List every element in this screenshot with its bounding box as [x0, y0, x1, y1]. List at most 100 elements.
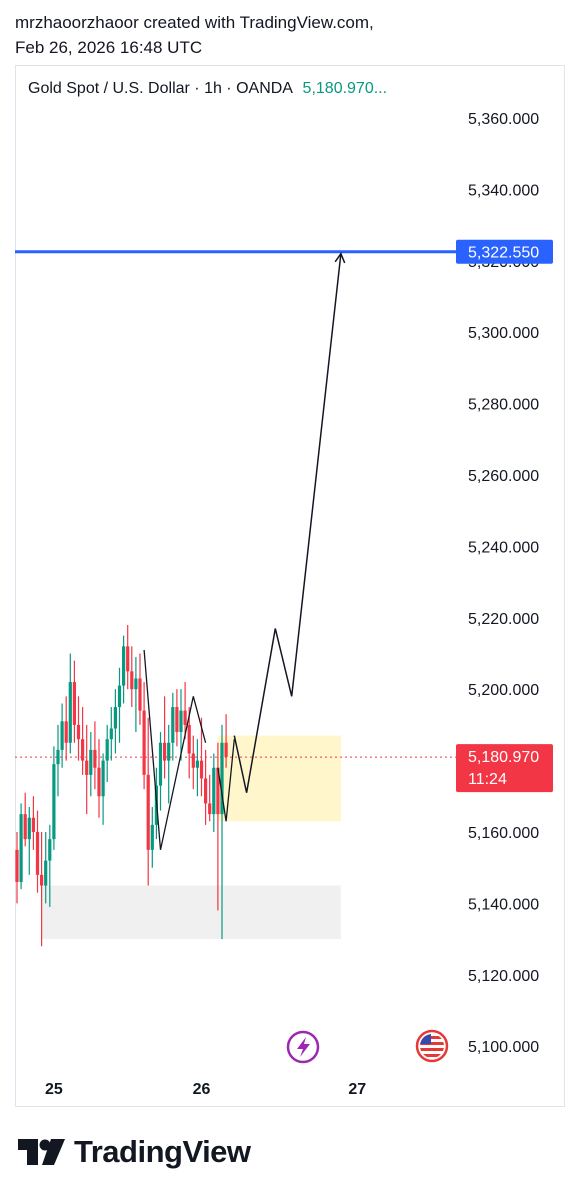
candle — [171, 692, 175, 761]
chart-frame — [15, 65, 565, 1107]
demand-zone[interactable] — [217, 735, 341, 822]
candle — [204, 749, 208, 825]
candle — [48, 824, 52, 907]
candle — [179, 689, 183, 761]
candle-body — [23, 814, 27, 840]
candle-body — [15, 849, 19, 882]
candle-body — [48, 839, 52, 861]
candle — [81, 707, 85, 775]
candle-body — [175, 707, 179, 733]
candle-body — [101, 760, 105, 797]
candle — [158, 732, 163, 811]
symbol-price: 5,180.970... — [302, 80, 388, 97]
candle-body — [208, 803, 212, 815]
candle — [199, 717, 204, 797]
candle-body — [171, 707, 175, 743]
candle — [167, 724, 171, 804]
candle — [44, 832, 48, 904]
candle — [19, 803, 23, 890]
candle-body — [117, 685, 122, 708]
candle — [208, 774, 212, 822]
candle — [52, 746, 56, 850]
candle-body — [130, 671, 134, 690]
x-tick-label: 26 — [193, 1081, 211, 1098]
candle — [224, 714, 228, 768]
target-price-label: 5,322.550 — [456, 239, 553, 264]
candle — [68, 653, 72, 754]
y-tick-label: 5,360.000 — [468, 111, 539, 128]
y-tick-label: 5,280.000 — [468, 397, 539, 414]
tradingview-logo[interactable]: TradingView — [18, 1134, 251, 1170]
candle — [35, 810, 40, 893]
candle-body — [97, 767, 101, 797]
bar-countdown-text: 11:24 — [468, 771, 507, 788]
date-line: Feb 26, 2026 16:48 UTC — [15, 38, 203, 57]
candle-body — [56, 749, 60, 765]
candle-body — [150, 824, 154, 850]
candle-body — [64, 721, 68, 743]
candle-body — [146, 774, 150, 850]
candle — [76, 696, 81, 761]
candle-body — [27, 817, 31, 840]
tradingview-logo-icon — [18, 1139, 65, 1165]
projection-path[interactable] — [233, 253, 342, 793]
lightning-icon[interactable] — [286, 1030, 320, 1064]
candle-body — [31, 817, 35, 832]
candle-body — [216, 767, 220, 815]
y-tick-label: 5,260.000 — [468, 468, 539, 485]
candle-body — [81, 739, 85, 761]
y-tick-label: 5,300.000 — [468, 325, 539, 342]
candle — [23, 792, 27, 847]
support-zone[interactable] — [41, 885, 341, 940]
candle — [72, 660, 76, 743]
candle — [175, 689, 179, 747]
y-tick-label: 5,100.000 — [468, 1039, 539, 1056]
candle-body — [183, 710, 187, 725]
candle-body — [19, 814, 23, 882]
candle — [126, 624, 130, 690]
candle-body — [35, 832, 40, 875]
candle — [142, 682, 146, 790]
target-price-text: 5,322.550 — [468, 245, 539, 262]
projection-arrowhead — [334, 252, 346, 264]
candle — [113, 689, 117, 754]
y-tick-label: 5,120.000 — [468, 968, 539, 985]
candle-body — [44, 860, 48, 886]
candle-body — [179, 710, 183, 733]
candle — [60, 703, 64, 768]
candle — [163, 696, 167, 779]
candle-body — [72, 682, 76, 725]
symbol-info[interactable]: Gold Spot / U.S. Dollar · 1h · OANDA 5,1… — [28, 80, 387, 98]
candle-body — [40, 874, 44, 886]
candle — [122, 635, 126, 704]
candle — [97, 739, 101, 818]
candle-body — [158, 742, 163, 786]
candle-body — [68, 682, 72, 743]
swing-line[interactable] — [143, 649, 207, 850]
candle-body — [220, 742, 224, 815]
us-flag-icon[interactable] — [415, 1029, 449, 1063]
y-tick-label: 5,340.000 — [468, 182, 539, 199]
candle — [27, 807, 31, 875]
candle-body — [167, 742, 171, 761]
candle — [183, 682, 187, 740]
candle — [134, 657, 138, 733]
x-tick-label: 27 — [348, 1081, 366, 1098]
candle-body — [138, 678, 142, 711]
candle-body — [224, 742, 228, 758]
candle — [220, 724, 224, 940]
candle-body — [89, 749, 93, 775]
candle-body — [163, 742, 167, 761]
candle-body — [134, 678, 138, 690]
y-tick-label: 5,220.000 — [468, 611, 539, 628]
swing-line[interactable] — [217, 739, 235, 822]
candle — [56, 724, 60, 797]
candle-body — [113, 707, 117, 729]
candle — [191, 735, 195, 790]
current-price-label: 5,180.970 11:24 — [456, 744, 553, 793]
author-line: mrzhaoorzhaoor created with TradingView.… — [15, 13, 374, 32]
candle — [146, 717, 150, 886]
candle-body — [199, 760, 204, 779]
candle — [195, 739, 199, 797]
